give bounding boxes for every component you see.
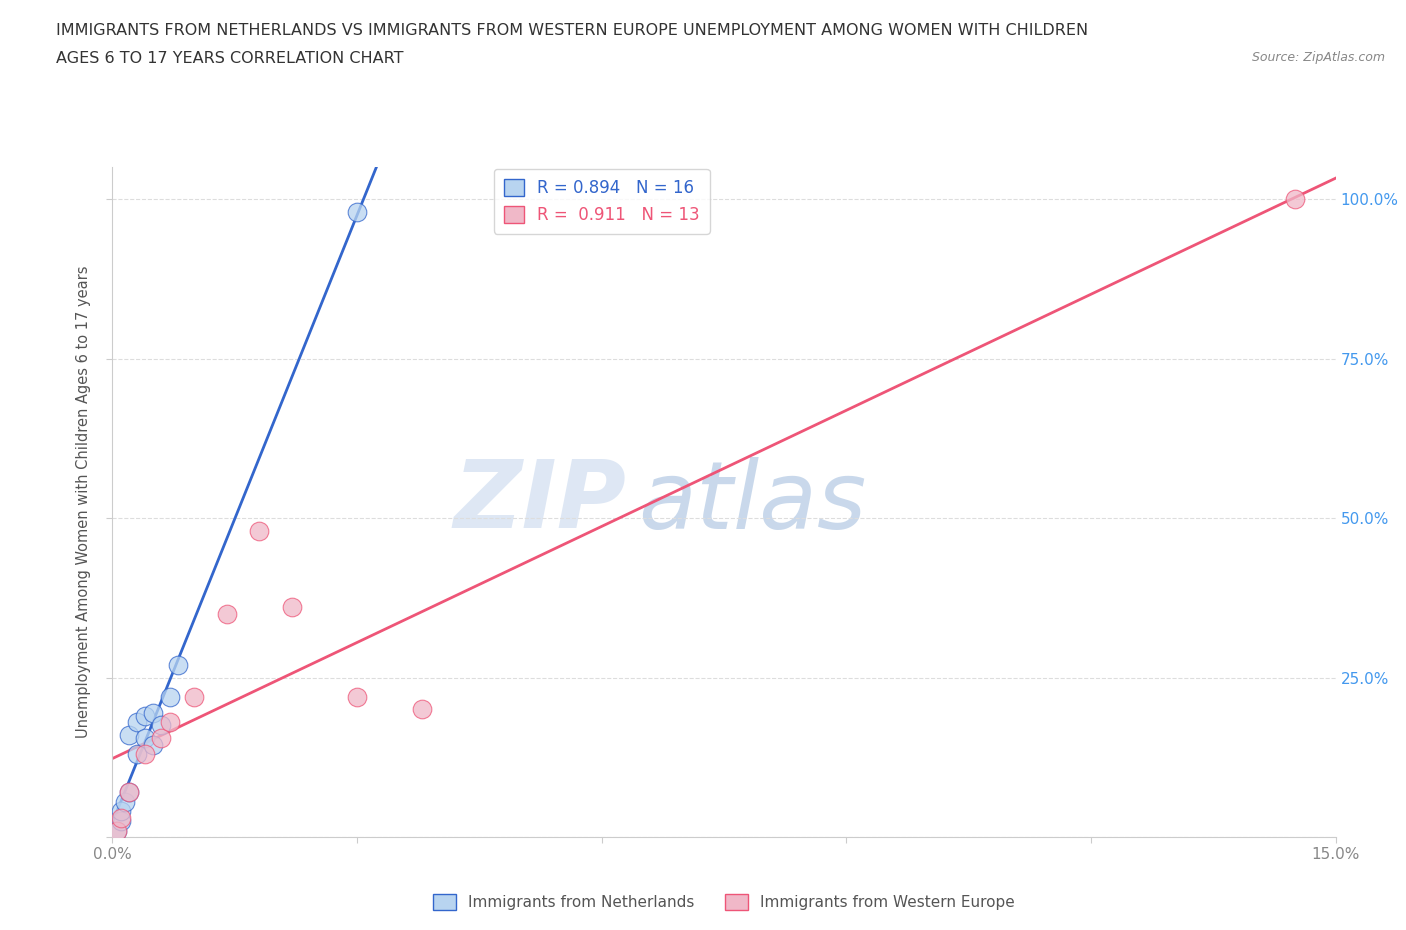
Point: [125, 747, 148, 762]
Legend: Immigrants from Netherlands, Immigrants from Western Europe: Immigrants from Netherlands, Immigrants …: [427, 887, 1021, 916]
Point: [142, 737, 165, 752]
Point: [150, 718, 173, 733]
Text: atlas: atlas: [638, 457, 866, 548]
Point: [125, 715, 148, 730]
Text: Source: ZipAtlas.com: Source: ZipAtlas.com: [1251, 51, 1385, 64]
Point: [346, 205, 368, 219]
Point: [215, 606, 238, 621]
Point: [150, 731, 173, 746]
Point: [346, 689, 368, 704]
Point: [166, 658, 188, 672]
Point: [134, 709, 156, 724]
Text: AGES 6 TO 17 YEARS CORRELATION CHART: AGES 6 TO 17 YEARS CORRELATION CHART: [56, 51, 404, 66]
Text: ZIP: ZIP: [453, 457, 626, 548]
Point: [183, 689, 205, 704]
Point: [281, 600, 304, 615]
Point: [114, 794, 136, 809]
Point: [159, 715, 181, 730]
Point: [118, 785, 141, 800]
Point: [134, 747, 156, 762]
Point: [247, 524, 270, 538]
Point: [105, 823, 128, 838]
Point: [110, 804, 132, 819]
Point: [411, 702, 433, 717]
Point: [110, 810, 132, 825]
Point: [118, 785, 141, 800]
Point: [110, 814, 132, 829]
Point: [159, 689, 181, 704]
Point: [105, 823, 128, 838]
Point: [118, 727, 141, 742]
Point: [134, 731, 156, 746]
Text: IMMIGRANTS FROM NETHERLANDS VS IMMIGRANTS FROM WESTERN EUROPE UNEMPLOYMENT AMONG: IMMIGRANTS FROM NETHERLANDS VS IMMIGRANT…: [56, 23, 1088, 38]
Point: [1284, 192, 1306, 206]
Point: [142, 705, 165, 720]
Y-axis label: Unemployment Among Women with Children Ages 6 to 17 years: Unemployment Among Women with Children A…: [76, 266, 91, 738]
